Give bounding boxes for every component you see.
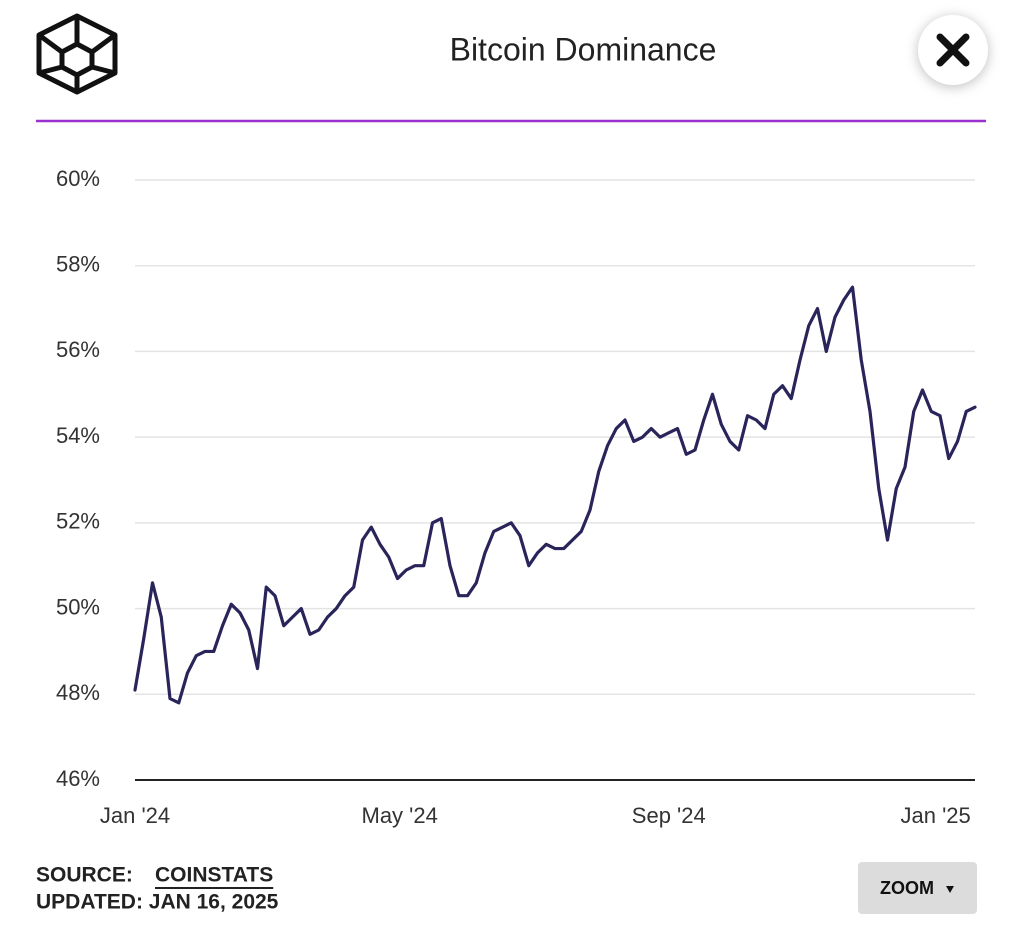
x-tick-label: Jan '24 (100, 803, 170, 828)
y-tick-label: 60% (56, 166, 100, 191)
source-label: SOURCE: (36, 864, 133, 887)
y-tick-label: 58% (56, 252, 100, 277)
source-link[interactable]: COINSTATS (155, 864, 273, 887)
y-tick-label: 52% (56, 509, 100, 534)
y-tick-label: 48% (56, 680, 100, 705)
zoom-label[interactable]: ZOOM (880, 878, 934, 898)
x-tick-label: Sep '24 (632, 803, 706, 828)
updated-date: UPDATED: JAN 16, 2025 (36, 891, 279, 914)
dominance-line (133, 285, 977, 705)
y-tick-label: 50% (56, 594, 100, 619)
y-tick-label: 54% (56, 423, 100, 448)
close-button[interactable] (918, 15, 988, 85)
y-tick-label: 46% (56, 766, 100, 791)
zoom-button[interactable]: ZOOM (858, 862, 977, 914)
chart-title: Bitcoin Dominance (450, 31, 717, 67)
logo (36, 13, 118, 95)
x-tick-label: Jan '25 (900, 803, 970, 828)
x-tick-label: May '24 (362, 803, 438, 828)
y-tick-label: 56% (56, 337, 100, 362)
